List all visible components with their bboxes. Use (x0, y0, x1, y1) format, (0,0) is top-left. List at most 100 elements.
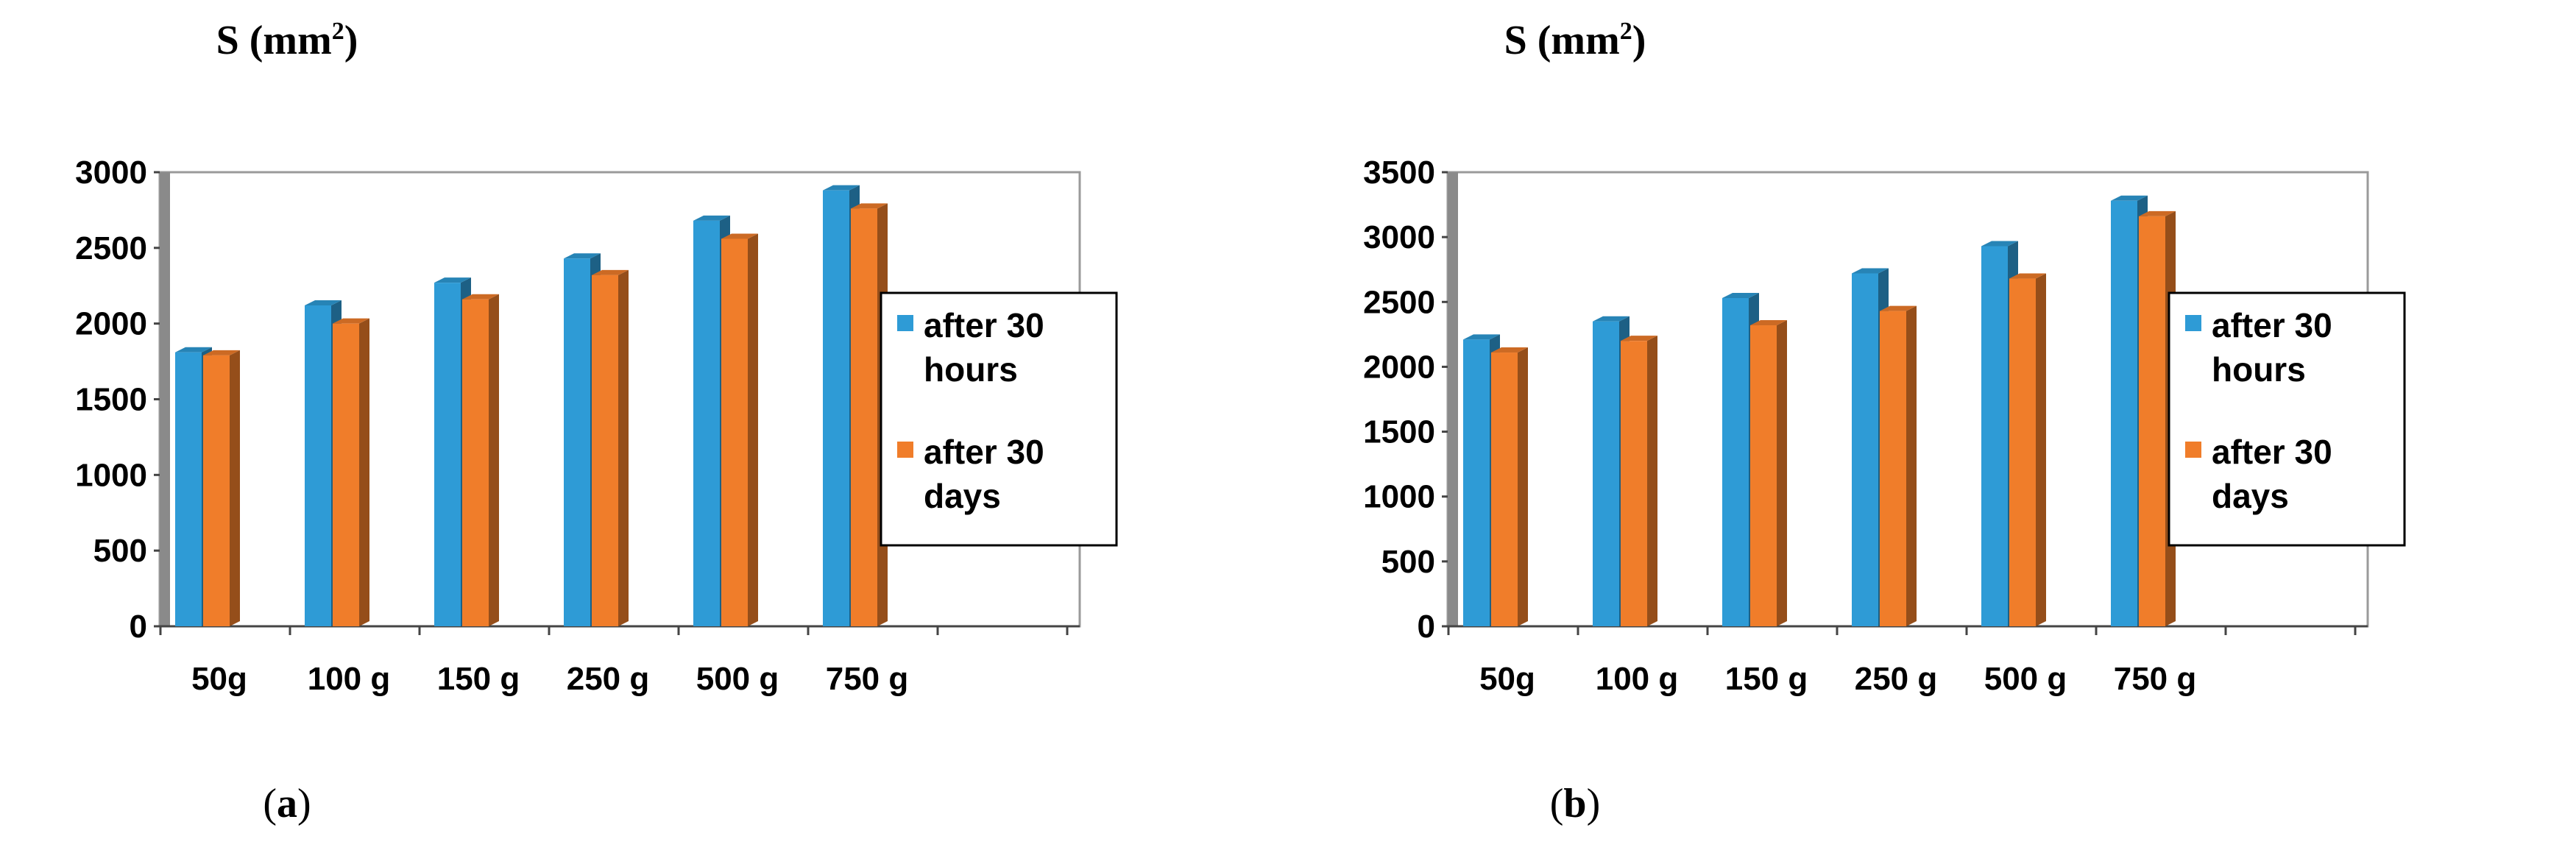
bar-after-30-days (462, 294, 499, 626)
bar-front-face (203, 355, 230, 626)
bar-side-face (618, 269, 629, 626)
bar-top-face (693, 215, 730, 221)
bar-top-face (462, 294, 499, 300)
y-tick-label: 1000 (1363, 479, 1435, 515)
bar-front-face (1981, 246, 2008, 626)
y-tick-label: 2500 (75, 230, 147, 266)
chart-panel-a: S (mm2) 0 500 1000 1500 2000 2500 3000 50g 100 g 1… (75, 18, 1118, 826)
chart-title: S (mm2) (216, 18, 358, 63)
legend-label: hours (924, 350, 1018, 389)
y-tick-label: 3500 (1363, 155, 1435, 191)
bar-front-face (2009, 278, 2036, 626)
chart-title-main: S (mm (216, 18, 332, 63)
x-category-label: 750 g (826, 661, 909, 697)
bar-side-face (748, 233, 758, 626)
legend-swatch (897, 442, 913, 458)
legend-box (880, 291, 1118, 547)
x-category-label: 250 g (567, 661, 650, 697)
bar-top-face (851, 203, 888, 209)
legend-label: hours (2212, 350, 2306, 389)
bar-front-face (1722, 297, 1749, 626)
x-category-label: 250 g (1855, 661, 1938, 697)
bar-front-face (592, 275, 618, 626)
bar-front-face (462, 299, 489, 626)
y-tick-label: 0 (1418, 609, 1435, 645)
bar-after-30-days (721, 233, 758, 626)
bar-top-face (1621, 336, 1657, 341)
bar-top-face (592, 269, 629, 275)
legend-label: after 30 (924, 306, 1044, 344)
bar-front-face (2111, 200, 2137, 627)
bar-top-face (564, 253, 601, 259)
bar-after-30-days (2009, 273, 2046, 626)
bar-after-30-days (1491, 347, 1528, 626)
bar-front-face (1491, 353, 1518, 626)
chart-svg-a: S (mm2) 0 500 1000 1500 2000 2500 3000 50g 100 g 1… (75, 18, 1118, 826)
bar-top-face (2111, 195, 2148, 201)
bar-front-face (1750, 325, 1777, 626)
x-category-label: 500 g (1984, 661, 2067, 697)
legend-swatch (897, 315, 913, 331)
bar-after-30-days (203, 350, 240, 626)
bar-front-face (823, 190, 849, 626)
caption-open: ( (263, 781, 277, 826)
legend-label: days (2212, 477, 2289, 515)
x-category-label: 750 g (2114, 661, 2197, 697)
bar-top-face (2009, 273, 2046, 279)
bar-top-face (203, 350, 240, 355)
bar-top-face (305, 300, 342, 305)
x-category-label: 500 g (696, 661, 779, 697)
x-category-label: 150 g (437, 661, 520, 697)
bar-after-30-days (1880, 305, 1917, 626)
bar-side-face (1518, 347, 1528, 626)
panel-caption: (b) (1550, 781, 1600, 826)
caption-letter: b (1563, 781, 1586, 826)
x-category-label: 50g (1479, 661, 1535, 697)
bar-front-face (1593, 321, 1619, 626)
bar-top-face (1981, 241, 2018, 247)
bar-front-face (851, 208, 877, 626)
y-tick-label: 3000 (75, 155, 147, 191)
bar-top-face (721, 233, 758, 239)
legend-swatch (2185, 315, 2201, 331)
plot-side-wall (1448, 172, 1458, 626)
bar-front-face (1463, 339, 1490, 626)
bar-top-face (175, 347, 212, 353)
bar-top-face (2139, 210, 2176, 216)
caption-letter: a (277, 781, 297, 826)
y-tick-label: 500 (1381, 544, 1435, 580)
bar-top-face (1593, 316, 1630, 322)
y-tick-label: 1500 (1363, 414, 1435, 450)
chart-title-superscript: 2 (1620, 18, 1632, 45)
x-category-label: 50g (191, 661, 247, 697)
bar-top-face (1750, 320, 1787, 326)
y-tick-label: 500 (93, 533, 147, 569)
y-tick-label: 2000 (1363, 349, 1435, 385)
bar-top-face (1852, 268, 1889, 274)
y-tick-label: 1500 (75, 382, 147, 418)
caption-close: ) (297, 781, 311, 826)
bar-top-face (1491, 347, 1528, 353)
legend-swatch (2185, 442, 2201, 458)
legend-label: after 30 (2212, 306, 2332, 344)
bar-top-face (1722, 292, 1759, 298)
bar-front-face (1621, 341, 1647, 626)
legend-label: after 30 (924, 433, 1044, 471)
bar-top-face (434, 277, 471, 283)
legend-label: days (924, 477, 1001, 515)
bar-top-face (333, 318, 369, 324)
legend-label: after 30 (2212, 433, 2332, 471)
bar-side-face (1647, 336, 1657, 626)
x-category-label: 150 g (1725, 661, 1808, 697)
bar-side-face (489, 294, 499, 626)
bar-side-face (230, 350, 240, 626)
bar-front-face (564, 258, 590, 626)
x-category-label: 100 g (1596, 661, 1679, 697)
bar-front-face (693, 220, 720, 626)
chart-title-main: S (mm (1504, 18, 1620, 63)
bar-front-face (721, 238, 748, 626)
bar-front-face (2139, 216, 2165, 626)
x-category-label: 100 g (308, 661, 391, 697)
bar-top-face (1463, 334, 1500, 340)
caption-close: ) (1587, 781, 1601, 826)
